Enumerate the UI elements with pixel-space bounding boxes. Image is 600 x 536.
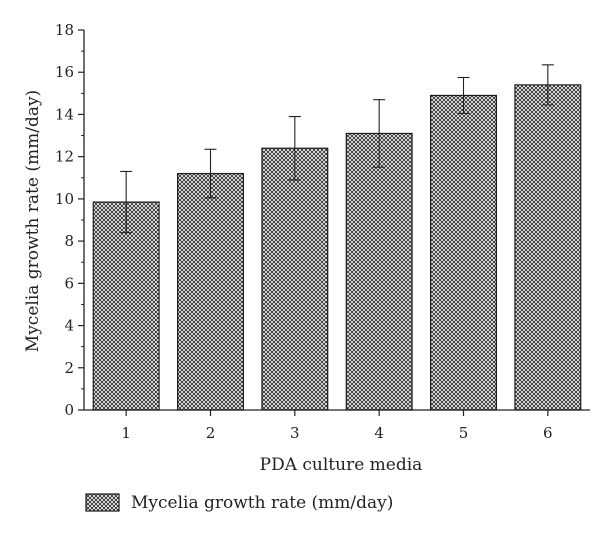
legend-swatch [85,493,120,512]
y-ticks: 0 2 4 6 8 10 12 14 16 18 [55,21,84,419]
bar-6 [514,84,582,411]
bar-5 [430,94,497,411]
y-tick-label: 8 [64,232,74,250]
x-tick-label: 4 [374,424,384,442]
x-tick-label: 2 [206,424,216,442]
x-tick-label: 6 [543,424,553,442]
bars-group [92,84,582,411]
x-ticks: 1 2 3 4 5 6 [121,410,553,442]
y-tick-label: 0 [64,401,74,419]
x-axis-title: PDA culture media [260,455,423,475]
x-tick-label: 5 [459,424,469,442]
x-tick-label: 3 [290,424,300,442]
y-tick-label: 4 [64,317,74,335]
y-tick-label: 10 [55,190,74,208]
legend: Mycelia growth rate (mm/day) [85,493,393,513]
bar-4 [345,132,413,411]
y-tick-label: 6 [64,274,74,292]
y-tick-label: 12 [55,148,74,166]
y-tick-label: 18 [55,21,74,39]
y-tick-label: 16 [55,63,74,81]
y-tick-label: 2 [64,359,74,377]
bar-3 [261,147,329,411]
error-bars-group [120,64,554,234]
y-tick-label: 14 [55,105,74,123]
legend-label: Mycelia growth rate (mm/day) [131,493,393,513]
bar-2 [177,172,244,411]
x-tick-label: 1 [121,424,131,442]
y-axis-title: Mycelia growth rate (mm/day) [23,90,43,352]
bar-1 [92,201,160,411]
